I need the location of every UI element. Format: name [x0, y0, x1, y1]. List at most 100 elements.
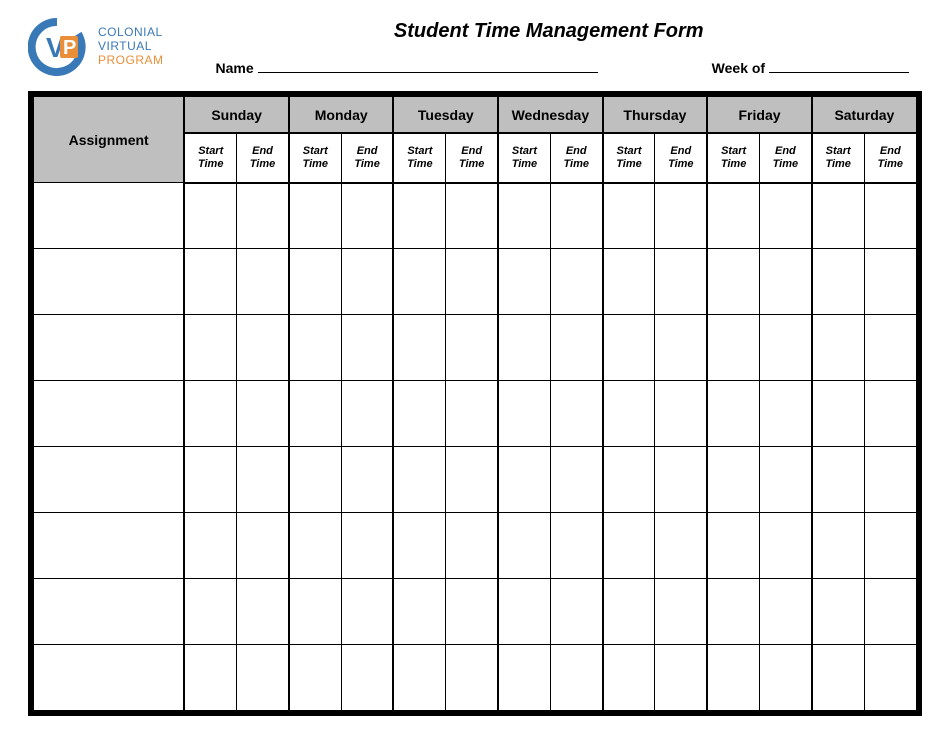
end-time-cell[interactable] — [760, 315, 812, 381]
end-time-cell[interactable] — [446, 183, 498, 249]
start-time-cell[interactable] — [707, 513, 759, 579]
assignment-cell[interactable] — [34, 183, 185, 249]
end-time-cell[interactable] — [655, 645, 707, 711]
start-time-cell[interactable] — [498, 579, 550, 645]
start-time-cell[interactable] — [184, 645, 236, 711]
start-time-cell[interactable] — [603, 249, 655, 315]
end-time-cell[interactable] — [446, 447, 498, 513]
assignment-cell[interactable] — [34, 381, 185, 447]
start-time-cell[interactable] — [393, 381, 445, 447]
end-time-cell[interactable] — [237, 315, 289, 381]
end-time-cell[interactable] — [341, 513, 393, 579]
start-time-cell[interactable] — [707, 447, 759, 513]
end-time-cell[interactable] — [550, 447, 602, 513]
start-time-cell[interactable] — [603, 183, 655, 249]
start-time-cell[interactable] — [498, 513, 550, 579]
start-time-cell[interactable] — [603, 381, 655, 447]
end-time-cell[interactable] — [550, 579, 602, 645]
end-time-cell[interactable] — [760, 447, 812, 513]
end-time-cell[interactable] — [237, 579, 289, 645]
end-time-cell[interactable] — [655, 381, 707, 447]
start-time-cell[interactable] — [393, 447, 445, 513]
end-time-cell[interactable] — [446, 645, 498, 711]
end-time-cell[interactable] — [760, 579, 812, 645]
end-time-cell[interactable] — [550, 315, 602, 381]
start-time-cell[interactable] — [812, 579, 864, 645]
end-time-cell[interactable] — [550, 645, 602, 711]
end-time-cell[interactable] — [237, 645, 289, 711]
end-time-cell[interactable] — [655, 249, 707, 315]
name-input-line[interactable] — [258, 59, 598, 73]
end-time-cell[interactable] — [760, 183, 812, 249]
start-time-cell[interactable] — [184, 315, 236, 381]
start-time-cell[interactable] — [184, 381, 236, 447]
start-time-cell[interactable] — [393, 513, 445, 579]
end-time-cell[interactable] — [237, 513, 289, 579]
start-time-cell[interactable] — [184, 183, 236, 249]
end-time-cell[interactable] — [864, 249, 916, 315]
end-time-cell[interactable] — [446, 513, 498, 579]
assignment-cell[interactable] — [34, 513, 185, 579]
start-time-cell[interactable] — [184, 447, 236, 513]
start-time-cell[interactable] — [498, 315, 550, 381]
end-time-cell[interactable] — [655, 315, 707, 381]
end-time-cell[interactable] — [655, 183, 707, 249]
end-time-cell[interactable] — [237, 381, 289, 447]
assignment-cell[interactable] — [34, 315, 185, 381]
start-time-cell[interactable] — [289, 447, 341, 513]
end-time-cell[interactable] — [341, 579, 393, 645]
end-time-cell[interactable] — [341, 645, 393, 711]
start-time-cell[interactable] — [289, 579, 341, 645]
week-input-line[interactable] — [769, 59, 909, 73]
end-time-cell[interactable] — [341, 249, 393, 315]
assignment-cell[interactable] — [34, 447, 185, 513]
end-time-cell[interactable] — [446, 381, 498, 447]
start-time-cell[interactable] — [707, 249, 759, 315]
end-time-cell[interactable] — [550, 183, 602, 249]
end-time-cell[interactable] — [446, 249, 498, 315]
start-time-cell[interactable] — [289, 183, 341, 249]
start-time-cell[interactable] — [498, 381, 550, 447]
start-time-cell[interactable] — [707, 381, 759, 447]
end-time-cell[interactable] — [237, 249, 289, 315]
start-time-cell[interactable] — [498, 183, 550, 249]
start-time-cell[interactable] — [603, 579, 655, 645]
start-time-cell[interactable] — [498, 447, 550, 513]
end-time-cell[interactable] — [446, 315, 498, 381]
start-time-cell[interactable] — [707, 183, 759, 249]
end-time-cell[interactable] — [237, 447, 289, 513]
end-time-cell[interactable] — [760, 249, 812, 315]
start-time-cell[interactable] — [603, 447, 655, 513]
start-time-cell[interactable] — [707, 315, 759, 381]
start-time-cell[interactable] — [498, 645, 550, 711]
end-time-cell[interactable] — [237, 183, 289, 249]
end-time-cell[interactable] — [864, 645, 916, 711]
start-time-cell[interactable] — [812, 381, 864, 447]
end-time-cell[interactable] — [341, 315, 393, 381]
start-time-cell[interactable] — [184, 579, 236, 645]
assignment-cell[interactable] — [34, 249, 185, 315]
start-time-cell[interactable] — [393, 183, 445, 249]
end-time-cell[interactable] — [864, 513, 916, 579]
start-time-cell[interactable] — [812, 645, 864, 711]
end-time-cell[interactable] — [760, 381, 812, 447]
start-time-cell[interactable] — [289, 381, 341, 447]
start-time-cell[interactable] — [812, 183, 864, 249]
start-time-cell[interactable] — [289, 645, 341, 711]
start-time-cell[interactable] — [393, 579, 445, 645]
end-time-cell[interactable] — [864, 381, 916, 447]
start-time-cell[interactable] — [289, 315, 341, 381]
start-time-cell[interactable] — [812, 447, 864, 513]
start-time-cell[interactable] — [393, 249, 445, 315]
start-time-cell[interactable] — [603, 315, 655, 381]
start-time-cell[interactable] — [603, 645, 655, 711]
start-time-cell[interactable] — [289, 249, 341, 315]
start-time-cell[interactable] — [812, 315, 864, 381]
end-time-cell[interactable] — [655, 513, 707, 579]
start-time-cell[interactable] — [603, 513, 655, 579]
end-time-cell[interactable] — [864, 183, 916, 249]
start-time-cell[interactable] — [184, 513, 236, 579]
start-time-cell[interactable] — [707, 645, 759, 711]
end-time-cell[interactable] — [341, 381, 393, 447]
start-time-cell[interactable] — [289, 513, 341, 579]
